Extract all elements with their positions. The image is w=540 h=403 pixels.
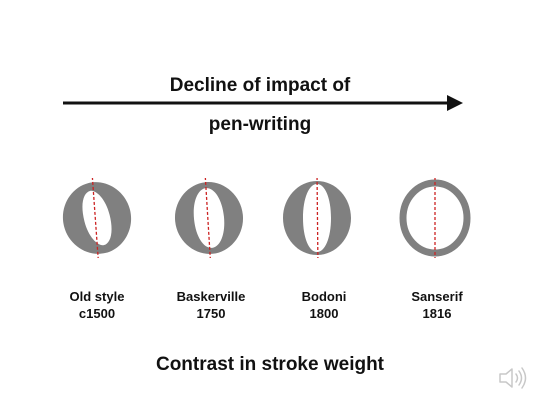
typeface-name: Baskerville	[176, 289, 246, 304]
caption-sanserif: Sanserif 1816	[382, 288, 492, 322]
typeface-date: 1750	[196, 306, 226, 321]
heading-line-2: pen-writing	[208, 114, 312, 135]
footer-caption: Contrast in stroke weight	[155, 354, 385, 375]
typeface-name: Old style	[69, 289, 125, 304]
heading-line-1: Decline of impact of	[169, 75, 351, 96]
stress-axis	[91, 178, 99, 258]
typeface-date: 1816	[422, 306, 452, 321]
typeface-date: c1500	[78, 306, 116, 321]
typeface-name: Bodoni	[301, 289, 347, 304]
stress-axis	[204, 178, 211, 258]
letter-o-baskerville	[175, 178, 243, 258]
typeface-name: Sanserif	[411, 289, 463, 304]
caption-bodoni: Bodoni 1800	[269, 288, 379, 322]
stress-axis	[316, 178, 319, 258]
typeface-date: 1800	[309, 306, 339, 321]
letter-o-old-style	[62, 178, 132, 258]
arrow-head	[447, 95, 463, 111]
speaker-icon[interactable]	[498, 366, 530, 390]
caption-baskerville: Baskerville 1750	[156, 288, 266, 322]
letter-o-bodoni	[283, 178, 351, 258]
caption-old-style: Old style c1500	[42, 288, 152, 322]
letter-o-sanserif	[399, 178, 471, 258]
